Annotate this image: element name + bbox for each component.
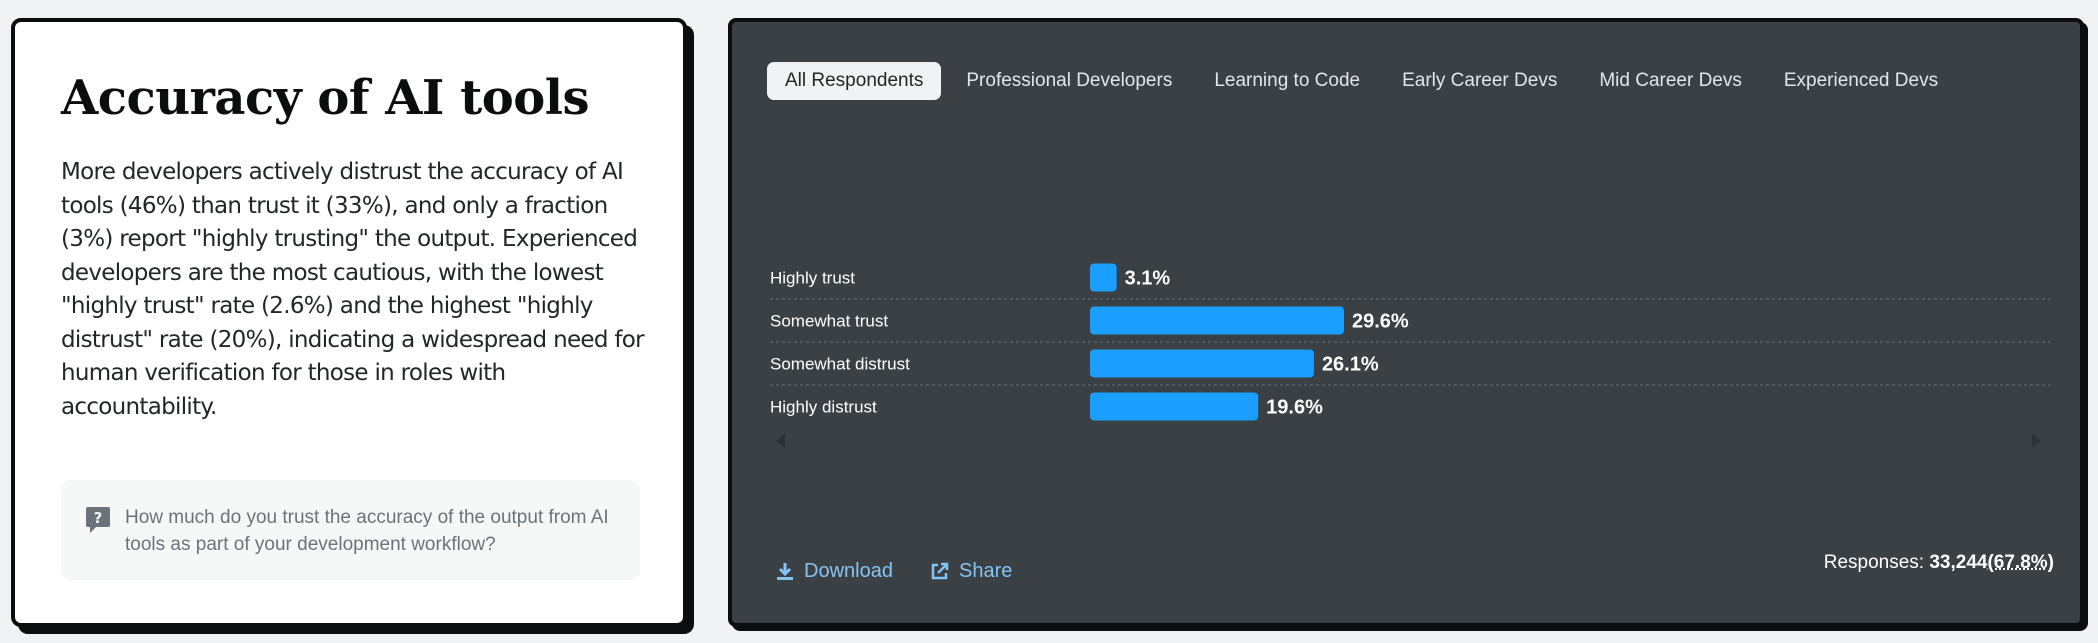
- tab-early-career-devs[interactable]: Early Career Devs: [1402, 70, 1558, 91]
- tab-professional-developers[interactable]: Professional Developers: [966, 70, 1173, 91]
- responses-count: Responses: 33,244(67.8%): [1824, 552, 2054, 574]
- responses-percent[interactable]: (67.8%): [1987, 552, 2054, 573]
- download-label: Download: [804, 560, 893, 582]
- value-label: 19.6%: [1266, 397, 1323, 419]
- tab-experienced-devs[interactable]: Experienced Devs: [1783, 70, 1939, 91]
- download-icon: [777, 562, 793, 580]
- respondent-tabs: All Respondents Professional Developers …: [767, 62, 1963, 100]
- category-label: Highly trust: [770, 269, 855, 288]
- share-button[interactable]: Share: [930, 560, 1012, 583]
- chart-card: All Respondents Professional Developers …: [728, 18, 2084, 627]
- tab-learning-to-code[interactable]: Learning to Code: [1214, 70, 1361, 91]
- share-label: Share: [959, 560, 1013, 582]
- share-icon: [931, 562, 949, 580]
- bar-chart: Highly trust 3.1% Somewhat trust 29.6% Somew…: [770, 263, 2050, 421]
- svg-text:?: ?: [94, 509, 103, 527]
- category-label: Somewhat trust: [770, 312, 888, 331]
- tab-all-respondents[interactable]: All Respondents: [767, 62, 942, 100]
- chart-prev-arrow[interactable]: [776, 434, 785, 448]
- category-label: Highly distrust: [770, 398, 877, 417]
- download-button[interactable]: Download: [776, 560, 893, 583]
- survey-question: ? How much do you trust the accuracy of …: [61, 480, 640, 580]
- value-label: 29.6%: [1352, 311, 1409, 333]
- value-label: 26.1%: [1322, 354, 1379, 376]
- summary-card: Accuracy of AI tools More developers act…: [11, 18, 687, 627]
- chart-next-arrow[interactable]: [2032, 434, 2041, 448]
- bar[interactable]: [1090, 263, 1117, 292]
- tab-mid-career-devs[interactable]: Mid Career Devs: [1599, 70, 1742, 91]
- responses-number: 33,244: [1929, 552, 1988, 573]
- bar[interactable]: [1090, 392, 1259, 421]
- value-label: 3.1%: [1125, 268, 1171, 290]
- question-text: How much do you trust the accuracy of th…: [125, 507, 609, 555]
- bar[interactable]: [1090, 349, 1314, 378]
- category-label: Somewhat distrust: [770, 355, 910, 374]
- summary-text: More developers actively distrust the ac…: [61, 159, 645, 420]
- page-title: Accuracy of AI tools: [61, 70, 590, 126]
- bar[interactable]: [1090, 306, 1344, 335]
- question-icon: ?: [86, 507, 110, 533]
- responses-label: Responses:: [1823, 552, 1930, 573]
